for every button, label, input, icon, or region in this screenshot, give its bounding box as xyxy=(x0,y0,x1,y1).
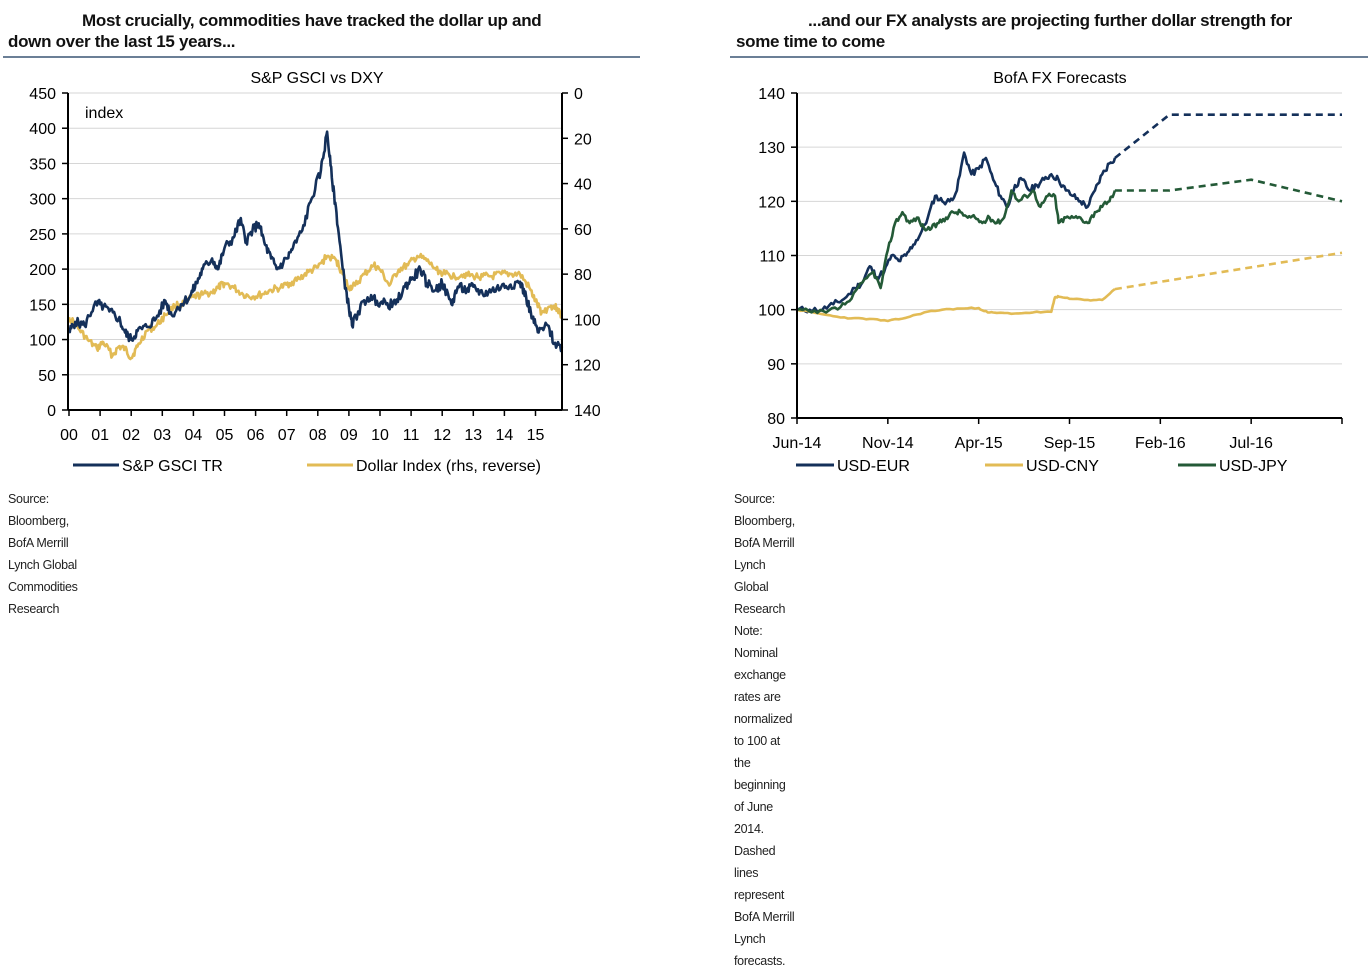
x-tick-label: 14 xyxy=(496,427,514,444)
legend-label-sp-gsci: S&P GSCI TR xyxy=(122,458,223,475)
chart-title: BofA FX Forecasts xyxy=(993,70,1126,87)
y2-tick-label: 20 xyxy=(574,131,592,148)
series-line-sp-gsci xyxy=(68,130,564,353)
y-tick-label: 350 xyxy=(29,156,56,173)
y-tick-label: 90 xyxy=(767,357,785,374)
y-tick-label: 110 xyxy=(759,249,785,266)
x-tick-label: Jul-16 xyxy=(1229,435,1273,452)
x-tick-label: 09 xyxy=(340,427,358,444)
y-tick-label: 200 xyxy=(29,262,56,279)
y2-tick-label: 100 xyxy=(574,312,601,329)
legend-label-usd-eur: USD-EUR xyxy=(837,458,910,475)
x-tick-label: 11 xyxy=(403,427,420,444)
y-tick-label: 120 xyxy=(758,194,785,211)
series-line-usd-cny-actual xyxy=(796,288,1116,323)
x-tick-label: 12 xyxy=(433,427,451,444)
y-tick-label: 0 xyxy=(47,403,56,420)
legend-label-usd-cny: USD-CNY xyxy=(1026,458,1099,475)
right-chart: BofA FX Forecasts 80 90 100 110 120 130 140 Jun-… xyxy=(758,70,1343,475)
series-line-usd-eur-forecast xyxy=(1114,113,1342,160)
left-source: Source: Bloomberg, BofA Merrill Lynch Gl… xyxy=(8,492,78,616)
right-headline-line1: ...and our FX analysts are projecting fu… xyxy=(808,11,1292,30)
series-line-usd-jpy-actual xyxy=(796,189,1117,315)
right-headline: ...and our FX analysts are projecting fu… xyxy=(736,10,1372,52)
legend-label-dollar-index: Dollar Index (rhs, reverse) xyxy=(356,458,541,475)
left-headline: Most crucially, commodities have tracked… xyxy=(8,10,648,52)
x-tick-label: Feb-16 xyxy=(1135,435,1186,452)
right-note-line2: represent BofA Merrill Lynch forecasts. xyxy=(734,888,795,968)
y-tick-label: 130 xyxy=(758,140,785,157)
y-tick-label: 300 xyxy=(29,192,56,209)
left-headline-rule xyxy=(3,56,640,58)
y2-tick-label: 80 xyxy=(574,267,592,284)
x-tick-label: 07 xyxy=(278,427,296,444)
y-tick-label: 50 xyxy=(38,368,56,385)
y2-tick-label: 120 xyxy=(574,358,601,375)
left-chart: S&P GSCI vs DXY0501001502002503003504004… xyxy=(29,70,601,475)
series-line-usd-jpy-forecast xyxy=(1114,178,1343,203)
y-tick-label: 100 xyxy=(758,303,785,320)
y-tick-label: 450 xyxy=(29,86,56,103)
series-line-dollar-index xyxy=(67,252,563,361)
x-tick-label: 06 xyxy=(247,427,265,444)
series-line-usd-cny-forecast xyxy=(1114,251,1343,291)
x-tick-label: 10 xyxy=(371,427,389,444)
y-tick-label: 140 xyxy=(758,86,785,103)
chart-title: S&P GSCI vs DXY xyxy=(250,70,383,87)
right-headline-line2: some time to come xyxy=(736,32,885,51)
x-tick-label: 02 xyxy=(122,427,140,444)
x-tick-label: 08 xyxy=(309,427,327,444)
y2-tick-label: 0 xyxy=(574,86,583,103)
x-tick-label: 15 xyxy=(527,427,545,444)
y-tick-label: 150 xyxy=(29,297,56,314)
y2-tick-label: 40 xyxy=(574,177,592,194)
y-tick-label: 80 xyxy=(767,411,785,428)
y2-tick-label: 60 xyxy=(574,222,592,239)
x-tick-label: 13 xyxy=(464,427,482,444)
y2-tick-label: 140 xyxy=(574,403,601,420)
x-tick-label: Apr-15 xyxy=(955,435,1003,452)
x-tick-label: 03 xyxy=(153,427,171,444)
right-source: Source: Bloomberg, BofA Merrill Lynch Gl… xyxy=(734,488,795,972)
y-axis-unit-label: index xyxy=(85,105,123,122)
y-tick-label: 400 xyxy=(29,121,56,138)
right-headline-rule xyxy=(730,56,1368,58)
right-source-line: Source: Bloomberg, BofA Merrill Lynch Gl… xyxy=(734,492,795,616)
x-tick-label: Nov-14 xyxy=(862,435,914,452)
x-tick-label: 04 xyxy=(185,427,203,444)
x-tick-label: 05 xyxy=(216,427,234,444)
left-headline-line2: down over the last 15 years... xyxy=(8,32,236,51)
x-tick-label: Jun-14 xyxy=(773,435,822,452)
x-tick-label: 01 xyxy=(91,427,109,444)
left-headline-line1: Most crucially, commodities have tracked… xyxy=(82,11,542,30)
y-tick-label: 250 xyxy=(29,227,56,244)
y-tick-label: 100 xyxy=(29,333,56,350)
x-tick-label: Sep-15 xyxy=(1044,435,1096,452)
right-note-line1: Note: Nominal exchange rates are normali… xyxy=(734,624,793,880)
series-line-usd-eur-actual xyxy=(796,151,1117,314)
x-tick-label: 00 xyxy=(60,427,78,444)
legend-label-usd-jpy: USD-JPY xyxy=(1219,458,1288,475)
